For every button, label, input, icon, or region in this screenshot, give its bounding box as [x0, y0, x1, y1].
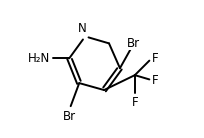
Text: Br: Br	[63, 110, 76, 123]
Text: F: F	[152, 74, 158, 87]
Text: N: N	[78, 22, 86, 35]
Text: H₂N: H₂N	[28, 52, 50, 65]
Text: F: F	[132, 96, 138, 109]
Text: F: F	[152, 52, 158, 65]
Text: Br: Br	[127, 37, 140, 50]
